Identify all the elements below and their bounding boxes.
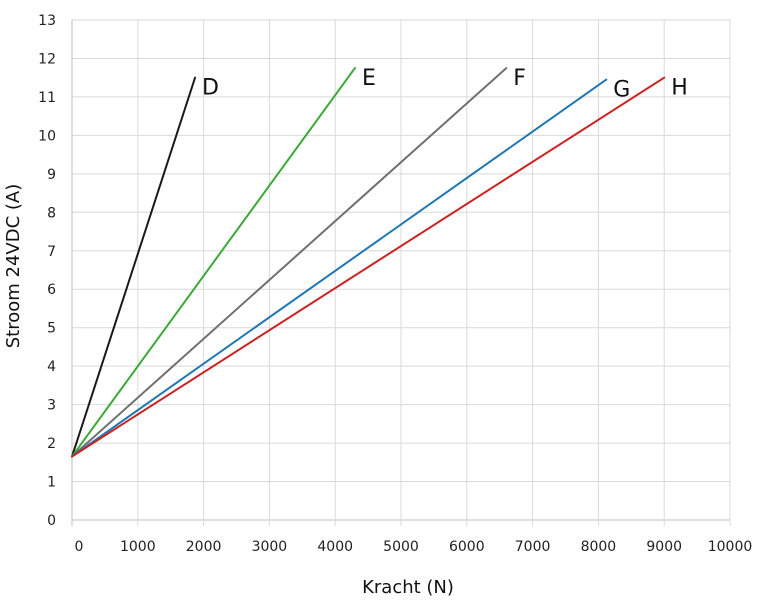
x-tick-label: 2000 bbox=[186, 539, 222, 555]
y-tick-label: 11 bbox=[38, 90, 56, 106]
x-tick-label: 3000 bbox=[252, 539, 288, 555]
y-tick-label: 2 bbox=[47, 436, 56, 452]
x-tick-label: 9000 bbox=[646, 539, 682, 555]
x-tick-label: 1000 bbox=[120, 539, 156, 555]
y-tick-label: 9 bbox=[47, 167, 56, 183]
series-line-e bbox=[71, 67, 356, 458]
y-tick-label: 5 bbox=[47, 321, 56, 337]
y-tick-label: 12 bbox=[38, 51, 56, 67]
y-tick-label: 13 bbox=[38, 13, 56, 29]
y-tick-label: 6 bbox=[47, 282, 56, 298]
x-tick-label: 7000 bbox=[515, 539, 551, 555]
x-tick-label: 4000 bbox=[317, 539, 353, 555]
series-label-g: G bbox=[613, 78, 630, 103]
grid bbox=[71, 19, 731, 526]
series-labels: D E F G H bbox=[202, 66, 688, 103]
x-tick-label: 0 bbox=[75, 539, 84, 555]
series-label-d: D bbox=[202, 76, 219, 101]
series-label-f: F bbox=[513, 66, 526, 91]
x-tick-label: 10000 bbox=[708, 539, 753, 555]
x-axis-title: Kracht (N) bbox=[362, 577, 454, 598]
series-line-f bbox=[71, 67, 508, 458]
x-tick-label: 5000 bbox=[383, 539, 419, 555]
y-tick-label: 1 bbox=[47, 475, 56, 491]
series-label-h: H bbox=[671, 76, 688, 101]
y-tick-label: 4 bbox=[47, 359, 56, 375]
y-tick-label: 0 bbox=[47, 513, 56, 529]
y-tick-label: 7 bbox=[47, 244, 56, 260]
y-axis-title: Stroom 24VDC (A) bbox=[3, 184, 24, 349]
y-tick-label: 3 bbox=[47, 398, 56, 414]
y-tick-label: 10 bbox=[38, 128, 56, 144]
y-tick-label: 8 bbox=[47, 205, 56, 221]
series-line-d bbox=[71, 76, 197, 458]
series-lines bbox=[71, 67, 666, 458]
x-tick-label: 8000 bbox=[581, 539, 617, 555]
series-label-e: E bbox=[362, 66, 376, 91]
series-line-g bbox=[71, 78, 608, 458]
x-axis-ticks: 0 1000 2000 3000 4000 5000 6000 7000 8000 9000 100… bbox=[75, 539, 753, 555]
x-tick-label: 6000 bbox=[449, 539, 485, 555]
series-line-h bbox=[71, 76, 666, 458]
